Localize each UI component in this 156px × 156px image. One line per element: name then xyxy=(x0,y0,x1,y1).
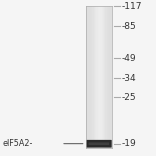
Text: eIF5A2-: eIF5A2- xyxy=(2,139,33,148)
Bar xyxy=(95,6,96,148)
Bar xyxy=(92,6,94,148)
Bar xyxy=(111,6,112,148)
Bar xyxy=(109,6,111,148)
FancyBboxPatch shape xyxy=(88,142,109,145)
Bar xyxy=(105,6,107,148)
Text: -25: -25 xyxy=(121,93,136,102)
Bar xyxy=(91,6,92,148)
Text: -34: -34 xyxy=(121,74,136,83)
Text: -49: -49 xyxy=(121,54,136,63)
Bar xyxy=(88,6,90,148)
Text: -85: -85 xyxy=(121,22,136,31)
FancyBboxPatch shape xyxy=(86,140,112,148)
Bar xyxy=(86,6,87,148)
Bar xyxy=(102,6,103,148)
Text: -117: -117 xyxy=(121,2,142,11)
Bar xyxy=(98,6,99,148)
Bar xyxy=(99,6,100,148)
Bar xyxy=(96,6,98,148)
Bar xyxy=(108,6,109,148)
Bar xyxy=(107,6,108,148)
Bar xyxy=(87,6,88,148)
Bar xyxy=(90,6,91,148)
Text: -19: -19 xyxy=(121,139,136,148)
Bar xyxy=(100,6,102,148)
Bar xyxy=(104,6,105,148)
Bar xyxy=(94,6,95,148)
Bar xyxy=(103,6,104,148)
